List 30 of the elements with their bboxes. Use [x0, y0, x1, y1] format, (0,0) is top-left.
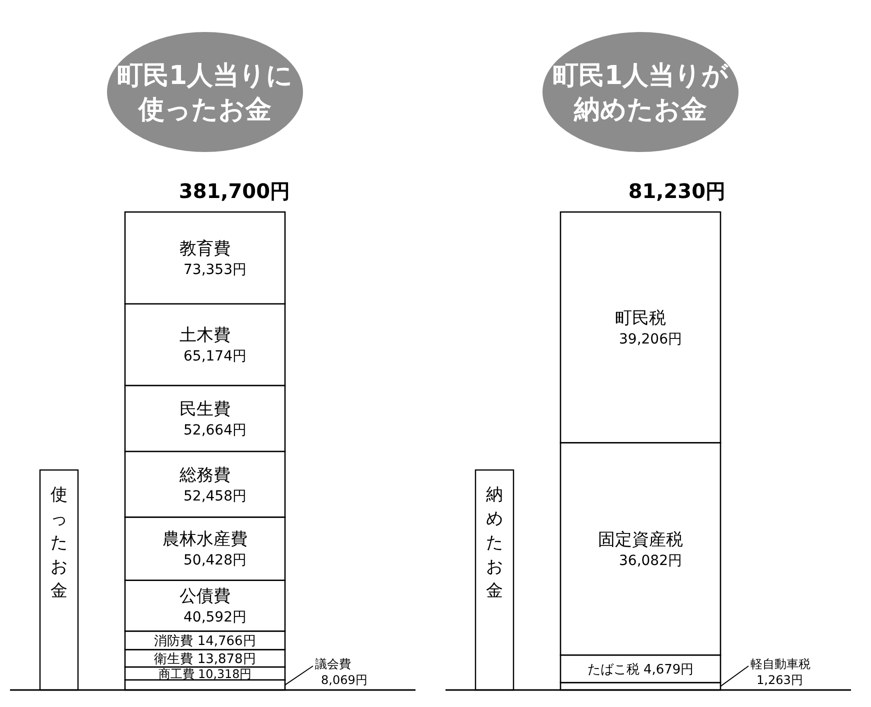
data-label: 1,263円	[756, 673, 803, 687]
data-label: 73,353円	[184, 262, 246, 278]
text: 議会費	[315, 657, 351, 671]
data-label: 65,174円	[184, 348, 246, 365]
data-label: 36,082円	[619, 552, 682, 569]
data-label: 52,664円	[184, 422, 246, 438]
total-label: 381,700円	[178, 179, 290, 203]
total-label: 81,230円	[628, 179, 726, 203]
chart-title: 町民1人当りに	[116, 61, 294, 91]
series-label: 総務費	[178, 465, 230, 486]
series-label: 町民税	[615, 308, 666, 328]
text: たばこ税 4,679円	[587, 662, 694, 678]
series-label: 公債費	[180, 586, 230, 607]
text: 軽自動車税	[750, 657, 810, 671]
data-label: 8,069円	[321, 673, 368, 687]
data-label: 39,206円	[619, 331, 682, 348]
text: 衛生費 13,878円	[154, 652, 256, 667]
text: 消防費 14,766円	[154, 634, 256, 649]
series-label: 固定資産税	[598, 530, 683, 550]
series-label: 教育費	[180, 238, 230, 259]
series-label: 民生費	[180, 399, 230, 420]
category-label: 使ったお金	[50, 485, 68, 601]
data-label: 50,428円	[184, 552, 246, 569]
chart-title: 町民1人当りが	[552, 61, 729, 91]
series-label: 農林水産費	[162, 530, 248, 550]
category-label: 納めたお金	[486, 485, 503, 601]
series-label: 土木費	[180, 326, 230, 346]
data-label: 52,458円	[184, 488, 246, 504]
text: 商工費 10,318円	[158, 666, 252, 681]
data-label: 40,592円	[184, 610, 246, 626]
